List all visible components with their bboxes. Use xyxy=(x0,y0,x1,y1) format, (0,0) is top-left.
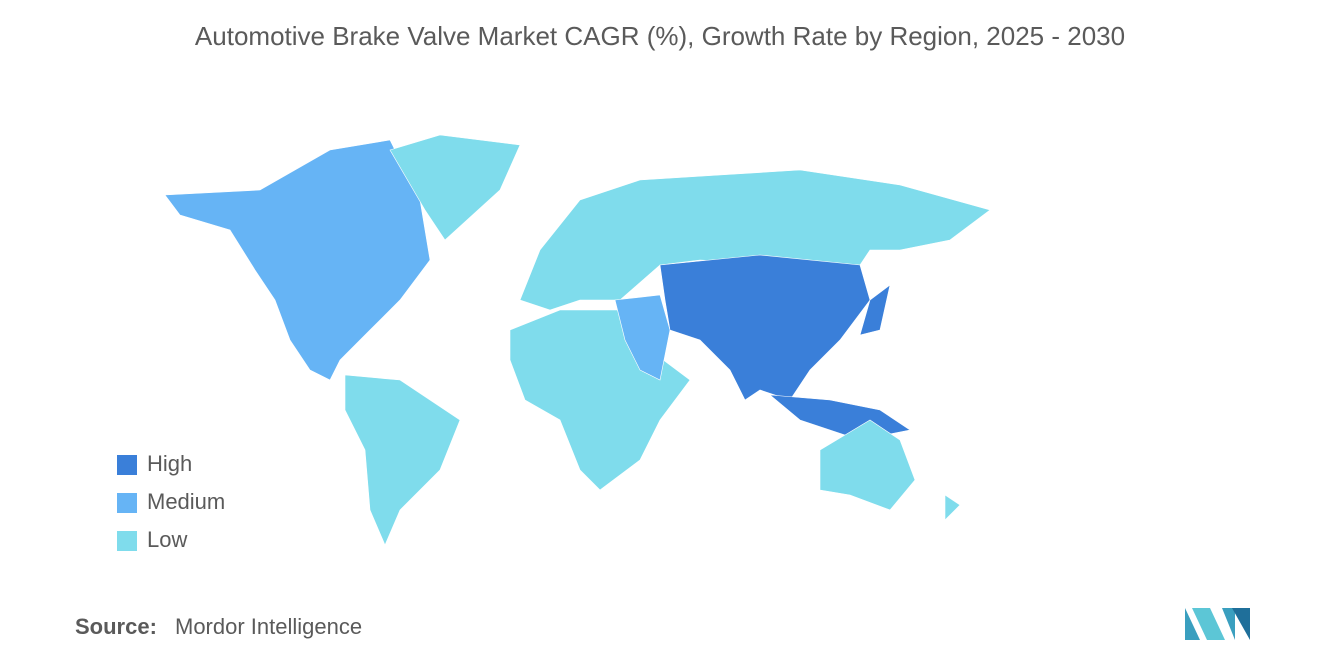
legend-swatch xyxy=(117,493,137,513)
logo-shape xyxy=(1232,608,1250,640)
region xyxy=(164,139,431,381)
source-text: Mordor Intelligence xyxy=(175,614,362,639)
legend-label: High xyxy=(147,451,192,476)
region xyxy=(659,254,871,401)
legend-swatch xyxy=(117,455,137,475)
legend-label: Medium xyxy=(147,489,225,514)
logo-shape xyxy=(1222,608,1235,640)
legend-swatch xyxy=(117,531,137,551)
region xyxy=(389,134,521,241)
world-map xyxy=(164,134,991,546)
logo-shape xyxy=(1185,608,1200,640)
region xyxy=(819,419,916,511)
source-label: Source: xyxy=(75,614,157,639)
logo-shape xyxy=(1192,608,1225,640)
logo xyxy=(1185,608,1250,640)
title: Automotive Brake Valve Market CAGR (%), … xyxy=(195,21,1125,51)
region xyxy=(344,374,461,546)
region xyxy=(944,494,961,521)
region xyxy=(614,294,671,381)
region xyxy=(859,284,891,336)
legend-label: Low xyxy=(147,527,187,552)
legend: High Medium Low xyxy=(117,451,225,552)
